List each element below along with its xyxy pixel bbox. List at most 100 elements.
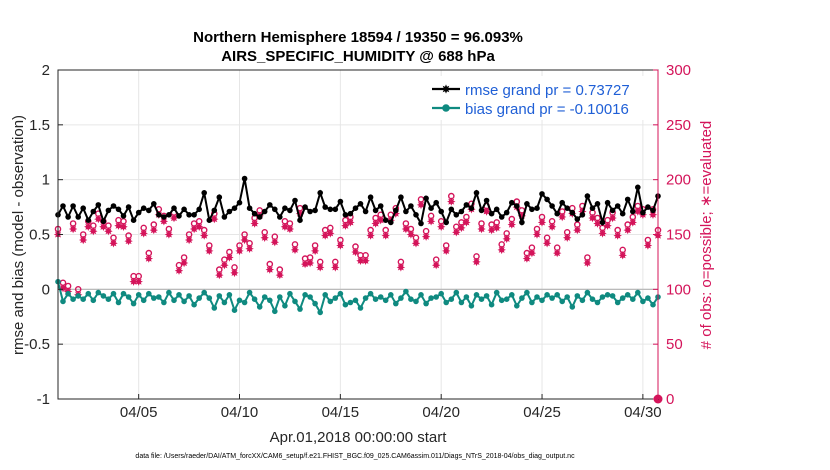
rmse-point xyxy=(624,196,631,203)
rmse-point xyxy=(166,212,172,218)
rmse-point xyxy=(589,205,596,211)
rmse-point xyxy=(498,214,505,220)
rmse-point xyxy=(312,207,318,214)
y-right-tick-label: 300 xyxy=(666,62,691,79)
rmse-point xyxy=(181,206,187,213)
rmse-point xyxy=(261,208,268,215)
rmse-point xyxy=(201,190,207,196)
evaluated-obs-point xyxy=(542,239,552,248)
rmse-point xyxy=(614,203,621,209)
bias-point xyxy=(388,292,394,298)
rmse-point xyxy=(342,212,349,218)
bias-point xyxy=(635,289,641,296)
bias-point xyxy=(231,307,238,314)
evaluated-obs-point xyxy=(341,221,350,230)
rmse-point xyxy=(282,205,288,211)
evaluated-obs-point xyxy=(316,263,325,272)
y-tick-label: 0.5 xyxy=(29,227,50,244)
rmse-point xyxy=(468,205,475,211)
bias-point xyxy=(337,290,344,297)
evaluated-obs-point xyxy=(573,225,582,235)
evaluated-obs-point xyxy=(613,231,622,240)
bias-point xyxy=(488,301,495,308)
rmse-point xyxy=(206,217,213,223)
rmse-point xyxy=(135,209,142,216)
evaluated-obs-point xyxy=(406,230,416,239)
rmse-point xyxy=(216,194,223,200)
bias-point xyxy=(261,294,268,300)
bias-point xyxy=(448,296,455,303)
rmse-point xyxy=(377,203,384,209)
bias-point xyxy=(352,297,359,304)
rmse-point xyxy=(640,209,646,216)
bias-point xyxy=(211,305,218,311)
bias-point xyxy=(236,297,243,304)
bias-point xyxy=(423,300,429,307)
evaluated-obs-point xyxy=(305,258,315,268)
evaluated-obs-point xyxy=(356,256,365,265)
bias-point xyxy=(312,300,318,307)
bias-point xyxy=(574,293,581,299)
evaluated-obs-point xyxy=(179,258,189,268)
evaluated-obs-point xyxy=(462,218,471,227)
bias-point xyxy=(115,299,122,306)
bias-point xyxy=(559,298,565,305)
evaluated-obs-point xyxy=(502,234,511,244)
rmse-point xyxy=(448,206,455,213)
evaluated-obs-point xyxy=(376,216,385,225)
evaluated-obs-point xyxy=(225,253,234,262)
evaluated-obs-point xyxy=(195,222,204,231)
chart-title-line1: Northern Hemisphere 18594 / 19350 = 96.0… xyxy=(193,29,523,46)
bias-point xyxy=(196,295,202,301)
x-tick-label: 04/10 xyxy=(221,404,259,421)
rmse-point xyxy=(372,207,379,214)
evaluated-obs-point xyxy=(114,221,123,230)
evaluated-obs-point xyxy=(215,270,224,280)
rmse-point xyxy=(85,217,92,223)
bias-point xyxy=(246,289,253,296)
rmse-point xyxy=(609,207,616,214)
rmse-point xyxy=(75,214,81,220)
rmse-point xyxy=(418,220,424,227)
evaluated-obs-point xyxy=(553,248,562,258)
evaluated-obs-point xyxy=(184,235,194,245)
evaluated-obs-point xyxy=(492,223,501,233)
bias-point xyxy=(403,288,409,295)
evaluated-obs-point xyxy=(124,236,133,246)
bias-point xyxy=(544,292,550,298)
rmse-point xyxy=(246,205,253,211)
bias-point xyxy=(529,299,535,306)
rmse-point xyxy=(524,201,530,207)
rmse-point xyxy=(473,190,480,196)
evaluated-obs-point xyxy=(371,219,380,228)
rmse-point xyxy=(584,193,591,199)
y-tick-label: 0 xyxy=(42,281,50,298)
bias-point xyxy=(357,305,364,311)
bias-point xyxy=(161,299,167,306)
rmse-point xyxy=(140,205,147,211)
evaluated-obs-point xyxy=(437,222,446,231)
rmse-point xyxy=(599,219,606,226)
bias-point xyxy=(146,290,152,297)
evaluated-obs-point xyxy=(623,225,632,235)
evaluated-obs-point xyxy=(310,246,320,256)
rmse-point xyxy=(236,199,243,206)
evaluated-obs-point xyxy=(411,239,421,248)
bias-point xyxy=(332,295,339,301)
bias-point xyxy=(408,296,414,303)
bias-point xyxy=(307,294,313,300)
evaluated-obs-point xyxy=(416,200,426,210)
bias-point xyxy=(216,293,223,299)
rmse-point xyxy=(65,214,71,220)
x-tick-label: 04/30 xyxy=(624,404,662,421)
rmse-point xyxy=(256,214,263,220)
rmse-point xyxy=(438,208,445,215)
evaluated-obs-point xyxy=(558,212,567,222)
rmse-point xyxy=(398,194,404,200)
bias-point xyxy=(166,289,172,296)
bias-point xyxy=(418,292,424,298)
bias-point xyxy=(85,290,92,297)
evaluated-obs-point xyxy=(396,263,406,272)
rmse-point xyxy=(428,205,434,211)
bias-point xyxy=(645,295,651,301)
